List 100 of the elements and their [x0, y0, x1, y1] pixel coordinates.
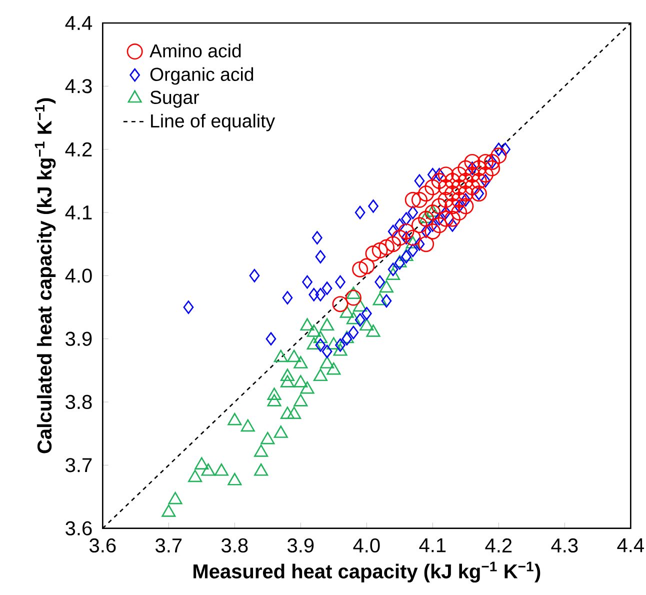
point [464, 154, 480, 170]
point [458, 160, 474, 176]
point [438, 179, 454, 196]
point [326, 362, 341, 375]
point [438, 166, 454, 183]
point [464, 166, 480, 183]
point [315, 250, 326, 264]
point [434, 168, 444, 182]
point [326, 337, 341, 350]
x-tick-label: 3.6 [90, 538, 116, 553]
point [458, 198, 474, 214]
point [294, 356, 308, 368]
point [360, 318, 374, 331]
point [260, 432, 275, 444]
point [254, 444, 268, 457]
y-tick-label: 4.0 [65, 268, 92, 283]
point [274, 426, 288, 438]
x-tick-label: 4.2 [485, 538, 512, 552]
point [454, 200, 464, 213]
point [394, 218, 405, 232]
point [414, 237, 425, 251]
x-tick-label: 3.8 [222, 538, 248, 553]
point [274, 350, 288, 362]
point [188, 470, 202, 482]
point [392, 230, 408, 246]
point [420, 224, 432, 238]
point [438, 192, 454, 208]
point [294, 375, 308, 388]
point [424, 179, 441, 196]
point [322, 344, 332, 358]
y-tick-label: 3.8 [66, 394, 92, 410]
point [424, 204, 441, 220]
point [427, 218, 438, 232]
point [300, 381, 314, 394]
y-tick-label: 4.3 [65, 79, 92, 94]
point [201, 463, 216, 476]
legend-label: Line of equality [151, 114, 276, 132]
point [254, 463, 268, 476]
point [306, 324, 321, 337]
point [267, 388, 282, 400]
point [394, 256, 405, 270]
point [287, 350, 302, 362]
point [228, 412, 242, 426]
x-tick-label: 4.3 [551, 538, 578, 553]
point [460, 193, 471, 207]
point [404, 192, 421, 208]
point [280, 368, 294, 382]
point [228, 472, 242, 486]
point [411, 192, 428, 208]
point [335, 275, 346, 289]
point [486, 155, 498, 169]
point [315, 338, 326, 352]
point [464, 179, 480, 196]
point [312, 231, 322, 244]
point [404, 230, 421, 246]
point [335, 338, 346, 352]
point [240, 419, 255, 432]
point [388, 262, 398, 276]
point [374, 275, 386, 289]
point [477, 166, 494, 183]
point [365, 246, 382, 262]
point [354, 206, 366, 220]
point [401, 231, 412, 244]
point [282, 291, 293, 304]
point [362, 306, 372, 320]
point [431, 172, 448, 189]
point [214, 463, 228, 476]
y-axis-title: Calculated heat capacity (kJ kg$^{−1}$ K$^{−1}$) [34, 98, 56, 454]
point [458, 172, 474, 189]
point [280, 406, 294, 419]
point [388, 224, 398, 238]
point [451, 204, 468, 220]
point [346, 312, 360, 324]
point [315, 288, 326, 302]
point [378, 239, 394, 256]
point [500, 142, 510, 156]
point [332, 296, 348, 312]
point [474, 186, 484, 200]
point [353, 299, 368, 312]
point [313, 330, 328, 344]
point [414, 174, 425, 188]
point [470, 186, 487, 202]
point [444, 210, 460, 227]
point [300, 318, 314, 331]
y-tick-label: 4.4 [65, 16, 92, 30]
point [406, 236, 420, 248]
point [418, 210, 434, 227]
x-tick-label: 4.1 [419, 538, 446, 552]
legend-label: Organic acid [150, 67, 254, 85]
point [302, 275, 312, 289]
point [340, 306, 354, 318]
x-tick-label: 4.4 [617, 538, 644, 552]
point [352, 261, 368, 278]
point [322, 282, 332, 295]
point [480, 174, 491, 188]
point [333, 343, 348, 356]
point [358, 258, 375, 274]
point [354, 313, 366, 327]
point [411, 217, 428, 234]
point [434, 212, 444, 226]
